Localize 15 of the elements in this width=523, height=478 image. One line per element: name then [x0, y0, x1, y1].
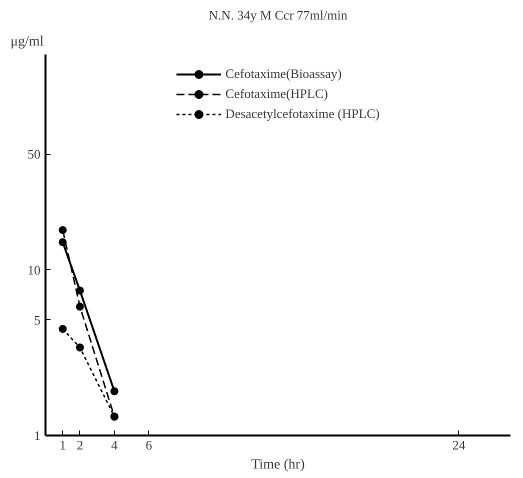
x-tick-label: 2: [76, 438, 84, 452]
x-axis-title: Time (hr): [251, 458, 306, 472]
chart-title: N.N. 34y M Ccr 77ml/min: [208, 8, 348, 22]
y-tick-label: 1: [34, 428, 40, 443]
y-axis-title: μg/ml: [10, 34, 44, 50]
x-tick-label: 4: [111, 438, 118, 452]
legend-label: Cefotaxime(HPLC): [225, 86, 328, 102]
legend-label: Desacetylcefotaxime (HPLC): [225, 106, 380, 122]
y-tick-label: 10: [28, 262, 40, 278]
y-tick-label: 5: [34, 312, 40, 328]
y-tick-label: 50: [28, 146, 40, 162]
legend-label: Cefotaxime(Bioassay): [225, 66, 342, 82]
x-tick-label: 1: [59, 438, 66, 452]
x-tick-label: 6: [146, 438, 153, 452]
x-tick-label: 24: [452, 438, 466, 452]
